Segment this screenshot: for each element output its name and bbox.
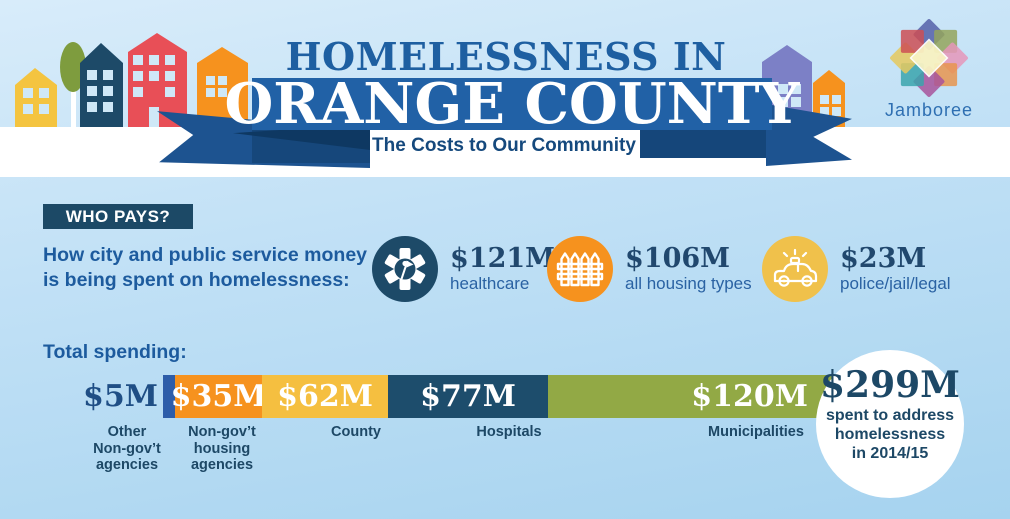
bar-segment-other (163, 375, 175, 418)
segment-municipalities-amount: $120M (691, 379, 808, 414)
segment-hospitals-label: Hospitals (476, 424, 542, 440)
bar-segment-county: $62M (262, 375, 388, 418)
segment-housing-label: Non-gov’t housing agencies (188, 424, 256, 473)
page-subtitle: The Costs to Our Community (372, 135, 636, 156)
total-badge: $299M spent to address homelessness in 2… (816, 350, 964, 498)
segment-other-label: Other Non-gov’t agencies (93, 424, 161, 473)
bar-segment-hospitals: $77M (388, 375, 548, 418)
skyline-left-illustration (15, 33, 248, 127)
housing-label: all housing types (625, 274, 752, 293)
total-amount: $299M (819, 364, 961, 406)
segment-hospitals-amount: $77M (420, 379, 516, 414)
page-title-line2: ORANGE COUNTY (224, 71, 800, 137)
housing-circle (547, 236, 613, 302)
bar-segment-nongov-housing: $35M (171, 375, 266, 418)
housing-stat: $106M all housing types (625, 244, 752, 294)
segment-housing-amount: $35M (170, 379, 267, 414)
who-pays-description-line2: is being spent on homelessness: (43, 269, 350, 291)
who-pays-description-line1: How city and public service money (43, 244, 368, 266)
police-label: police/jail/legal (840, 274, 951, 293)
healthcare-stat: $121M healthcare (450, 244, 555, 294)
total-line2: homelessness (834, 426, 946, 443)
ribbon-fold-right (640, 126, 774, 158)
housing-amount: $106M (625, 243, 731, 274)
police-car-icon (773, 248, 818, 287)
door (149, 107, 159, 127)
police-stat: $23M police/jail/legal (840, 244, 951, 294)
jamboree-logo-icon (890, 19, 968, 97)
tree-icon (60, 42, 86, 92)
fence-icon (556, 252, 604, 287)
who-pays-description: How city and public service money is bei… (43, 243, 367, 293)
star-of-life-icon (384, 248, 426, 290)
segment-municipalities-label: Municipalities (708, 424, 804, 440)
segment-county-amount: $62M (277, 379, 373, 414)
total-spending-heading: Total spending: (43, 341, 187, 363)
police-circle (762, 236, 828, 302)
healthcare-label: healthcare (450, 274, 530, 293)
header-white-strip (0, 127, 1010, 177)
police-amount: $23M (840, 243, 927, 274)
segment-other-amount: $5M (83, 379, 158, 414)
total-line3: in 2014/15 (851, 445, 929, 462)
healthcare-circle (372, 236, 438, 302)
who-pays-heading: WHO PAYS? (43, 204, 193, 229)
segment-county-label: County (331, 424, 381, 440)
total-line1: spent to address (825, 407, 955, 424)
title-ribbon: ORANGE COUNTY (225, 76, 800, 132)
bar-segment-municipalities: $120M (548, 375, 834, 418)
brand-name: Jamboree (884, 100, 974, 120)
page-title-line1: HOMELESSNESS IN (285, 34, 727, 79)
healthcare-amount: $121M (450, 243, 556, 274)
